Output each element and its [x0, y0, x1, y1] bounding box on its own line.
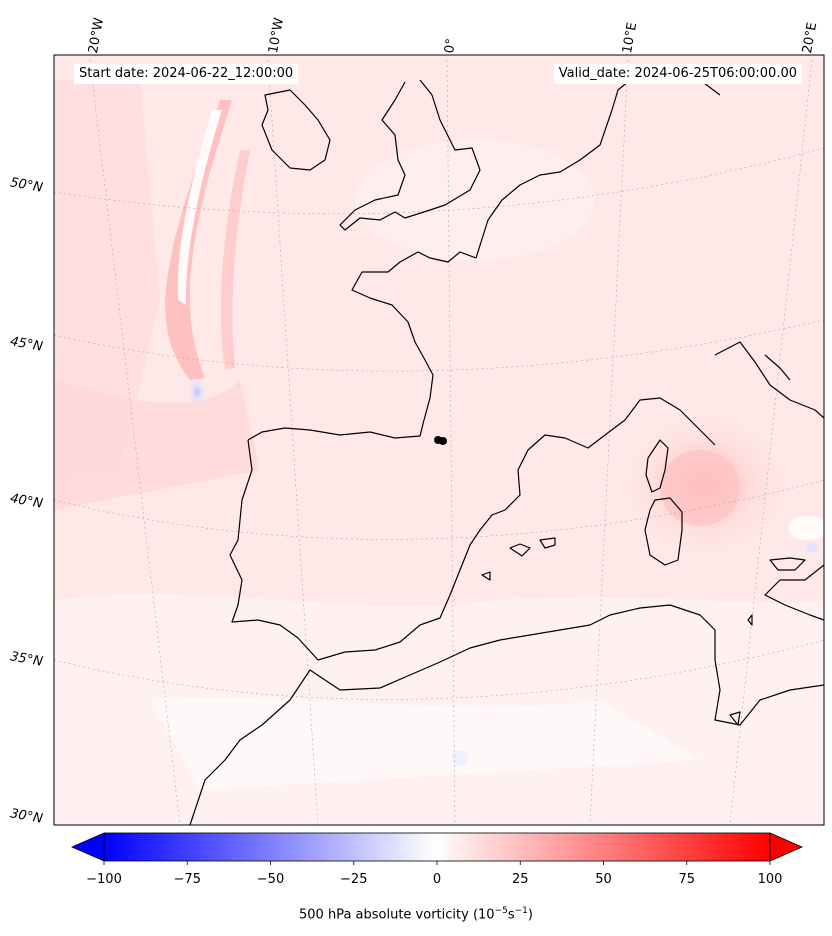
coast-corsica	[645, 439, 669, 493]
coast-france	[247, 251, 477, 441]
coast-ireland	[261, 89, 331, 171]
coast-italy	[714, 341, 824, 419]
colorbar-tick-label: −50	[256, 872, 285, 887]
coast-sardinia	[644, 497, 683, 566]
graticule	[54, 59, 824, 825]
colorbar-tick-label: 50	[595, 872, 612, 887]
colorbar-tick-label: 0	[432, 872, 442, 887]
colorbar-title: 500 hPa absolute vorticity (10−5s−1)	[299, 906, 533, 923]
colorbar-tick-label: 100	[757, 872, 783, 887]
coast-iberia	[229, 397, 716, 661]
map-frame	[53, 54, 825, 826]
lon-label-0: 0°	[442, 37, 460, 55]
colorbar-tick-label: −75	[173, 872, 201, 887]
colorbar-tick-label: 75	[678, 872, 696, 887]
coast-north-africa	[189, 604, 824, 825]
vorticity-field	[54, 55, 824, 825]
colorbar-extend-max	[769, 832, 803, 862]
colorbar-body	[104, 833, 770, 861]
coast-sicily	[769, 557, 806, 571]
station-markers	[434, 436, 447, 445]
colorbar-tick-label: 25	[511, 872, 529, 887]
colorbar	[71, 832, 803, 865]
coast-great-britain	[339, 79, 481, 231]
start-date-label: Start date: 2024-06-22_12:00:00	[74, 64, 299, 84]
coast-balearics	[481, 537, 556, 581]
colorbar-tick-label: −25	[340, 872, 368, 887]
colorbar-tick-label: −100	[86, 872, 122, 887]
colorbar-extend-min	[71, 832, 105, 862]
valid-date-label: Valid_date: 2024-06-25T06:00:00.00	[553, 64, 802, 84]
coast-italy-south	[764, 564, 824, 621]
